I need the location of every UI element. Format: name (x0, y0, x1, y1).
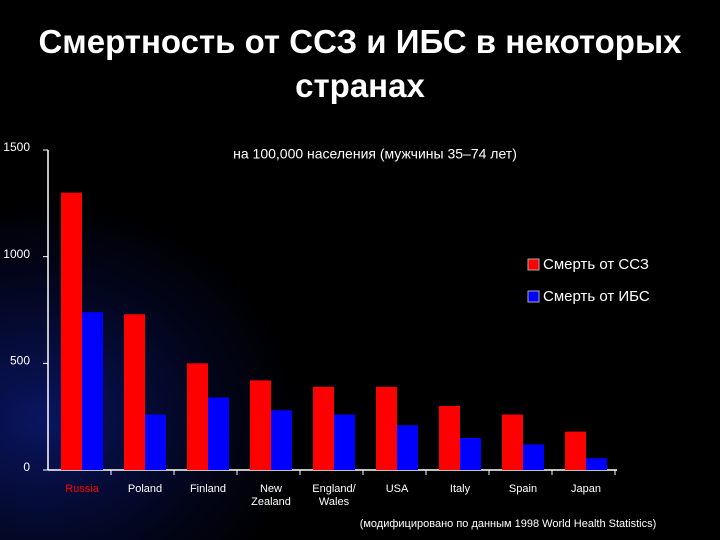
x-tick-label: England/Wales (312, 483, 356, 508)
bar (82, 312, 103, 470)
x-tick-label: Spain (509, 483, 537, 495)
bar (523, 444, 544, 470)
x-tick-label: USA (386, 483, 409, 495)
chart-note: (модифицировано по данным 1998 World Hea… (360, 518, 657, 530)
bar (376, 386, 397, 470)
x-tick-label: Finland (190, 483, 226, 495)
bar (208, 397, 229, 470)
bar (565, 431, 586, 470)
x-tick-label: Russia (65, 483, 100, 495)
legend-swatch (527, 290, 540, 303)
y-tick-label: 1000 (3, 247, 30, 261)
bar (124, 314, 145, 470)
x-tick-label: Japan (571, 483, 601, 495)
bar (61, 192, 82, 470)
bar (586, 458, 607, 470)
bar (460, 438, 481, 470)
bar (313, 386, 334, 470)
y-tick-label: 500 (10, 354, 30, 368)
bar (334, 414, 355, 470)
bar (397, 425, 418, 470)
legend-swatch (527, 258, 540, 271)
bar (187, 363, 208, 470)
x-tick-label: Poland (128, 483, 162, 495)
chart-subtitle: на 100,000 населения (мужчины 35–74 лет) (233, 146, 517, 162)
y-tick-label: 1500 (3, 140, 30, 154)
legend-label: Смерть от ИБС (543, 288, 650, 305)
bar (502, 414, 523, 470)
bar (439, 406, 460, 470)
y-tick-label: 0 (23, 460, 30, 474)
bar (250, 380, 271, 470)
legend-label: Смерть от ССЗ (543, 256, 649, 273)
x-tick-label: New Zealand (251, 483, 291, 508)
bar (271, 410, 292, 470)
chart-title: Смертность от ССЗ и ИБС в некоторых стран… (38, 23, 682, 104)
bar (145, 414, 166, 470)
x-tick-label: Italy (450, 483, 471, 495)
